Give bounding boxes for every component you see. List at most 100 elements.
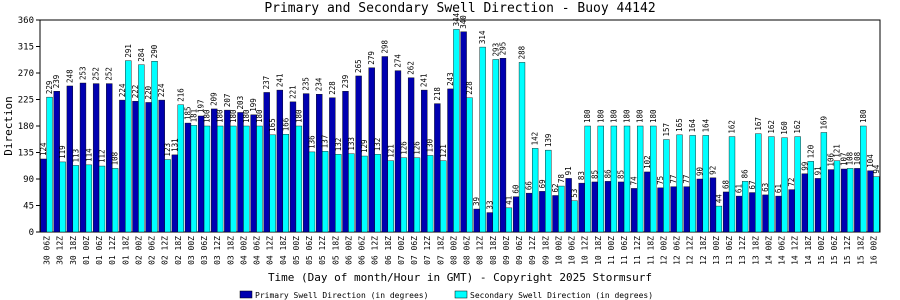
value-label: 53 (570, 189, 579, 198)
value-label: 265 (354, 59, 363, 73)
x-tick-label: 07 18Z (436, 236, 445, 265)
value-label: 33 (485, 201, 494, 210)
bar (820, 132, 828, 233)
bar (466, 97, 473, 233)
bar (237, 112, 244, 233)
value-label: 166 (281, 117, 290, 131)
x-tick-label: 07 06Z (410, 236, 419, 265)
bar (321, 151, 329, 233)
value-label: 121 (833, 144, 842, 158)
bar (610, 125, 618, 233)
value-label: 229 (45, 81, 54, 95)
value-label: 44 (714, 194, 723, 204)
x-tick-label: 05 12Z (318, 236, 327, 265)
bar (676, 134, 683, 233)
value-label: 340 (459, 15, 468, 29)
x-tick-label: 09 12Z (528, 236, 537, 265)
bar (282, 134, 289, 233)
bar (335, 154, 342, 233)
x-tick-label: 12 12Z (686, 236, 695, 265)
bar (230, 125, 237, 233)
value-label: 85 (617, 170, 626, 179)
value-label: 274 (393, 54, 402, 68)
x-tick-label: 04 12Z (266, 236, 275, 265)
bar (125, 60, 132, 233)
x-tick-label: 11 06Z (620, 236, 629, 265)
bar (545, 149, 552, 233)
x-tick-label: 13 18Z (751, 236, 760, 265)
y-tick-label: 225 (18, 96, 34, 106)
x-tick-label: 10 00Z (554, 236, 563, 265)
legend-label: Secondary Swell Direction (in degrees) (470, 291, 653, 300)
bar (164, 159, 171, 233)
x-tick-label: 02 00Z (134, 236, 143, 265)
bar (190, 125, 198, 233)
bar (92, 83, 100, 233)
value-label: 108 (853, 151, 862, 165)
bar (486, 212, 494, 233)
value-label: 126 (413, 141, 422, 155)
value-label: 169 (819, 116, 828, 130)
value-label: 92 (708, 166, 717, 175)
bar (788, 189, 795, 233)
value-label: 107 (840, 152, 849, 166)
value-label: 39 (472, 197, 481, 206)
value-label: 284 (137, 48, 146, 62)
value-label: 69 (538, 179, 547, 188)
value-label: 165 (268, 118, 277, 132)
value-label: 91 (564, 166, 573, 175)
value-label: 108 (846, 151, 855, 165)
x-tick-label: 15 06Z (830, 236, 839, 265)
value-label: 228 (328, 81, 337, 95)
y-tick-label: 270 (18, 69, 34, 79)
value-label: 61 (774, 184, 783, 193)
bar (775, 195, 782, 233)
bar (151, 61, 158, 233)
value-label: 262 (407, 61, 416, 75)
bar (158, 99, 165, 233)
bar (473, 208, 480, 233)
bar (867, 170, 874, 233)
value-label: 160 (780, 121, 789, 135)
x-tick-label: 14 12Z (791, 236, 800, 265)
value-label: 126 (399, 141, 408, 155)
value-label: 113 (71, 149, 80, 163)
x-tick-label: 03 00Z (187, 236, 196, 265)
value-label: 75 (656, 176, 665, 185)
bar (348, 153, 355, 233)
bar (814, 178, 822, 233)
x-tick-label: 02 12Z (161, 236, 170, 265)
x-tick-label: 11 12Z (633, 236, 642, 265)
value-label: 162 (793, 120, 802, 134)
bar (518, 62, 526, 233)
bar (715, 205, 723, 233)
bar (762, 194, 769, 233)
y-tick-label: 180 (18, 122, 34, 132)
bar (203, 125, 211, 233)
value-label: 218 (433, 87, 442, 101)
bar (119, 99, 126, 233)
bar (552, 195, 559, 233)
bar (505, 207, 513, 233)
bar (644, 171, 651, 233)
value-label: 124 (39, 142, 48, 156)
legend-swatch (239, 290, 253, 299)
bar (526, 192, 533, 233)
x-tick-label: 01 06Z (95, 236, 104, 265)
value-label: 180 (636, 109, 645, 123)
bar (243, 125, 250, 233)
bar (177, 104, 184, 233)
x-tick-label: 05 06Z (305, 236, 314, 265)
bar (539, 191, 546, 233)
value-label: 132 (373, 138, 382, 152)
value-label: 139 (544, 134, 553, 148)
value-label: 86 (741, 169, 750, 179)
bar (295, 125, 303, 233)
value-label: 41 (504, 196, 513, 205)
x-tick-label: 14 06Z (778, 236, 787, 265)
x-tick-label: 09 00Z (502, 236, 511, 265)
x-tick-label: 14 18Z (804, 236, 813, 265)
x-tick-label: 04 00Z (239, 236, 248, 265)
bar (46, 96, 53, 233)
x-tick-label: 12 18Z (699, 236, 708, 265)
